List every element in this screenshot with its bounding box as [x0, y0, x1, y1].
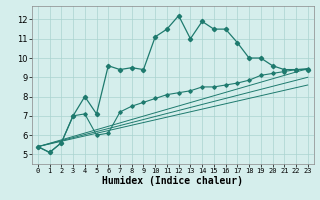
X-axis label: Humidex (Indice chaleur): Humidex (Indice chaleur)	[102, 176, 243, 186]
